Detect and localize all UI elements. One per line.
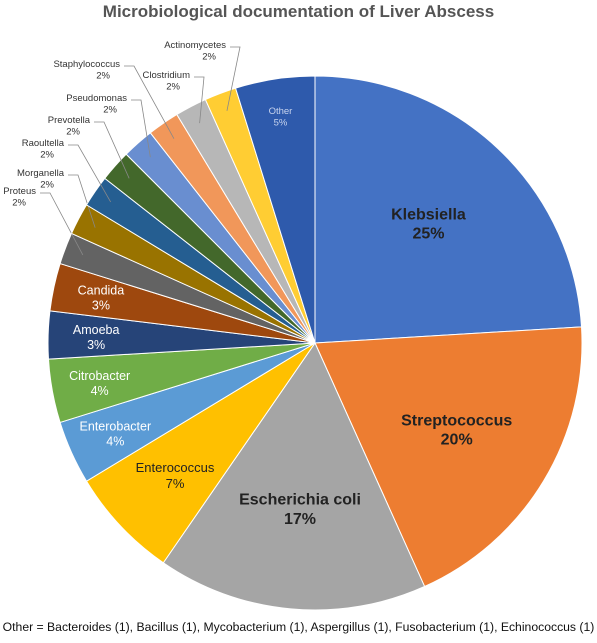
slice-label-other: Other 5% [269,106,293,128]
leader-line-staphylococcus [124,65,175,139]
pie-slice-other [234,75,316,344]
slice-label-klebsiella: Klebsiella 25% [391,206,466,242]
slice-label-pseudomonas: Pseudomonas 2% [66,93,127,115]
leader-line-proteus [40,192,84,256]
slice-label-amoeba: Amoeba 3% [73,323,120,352]
chart-title: Microbiological documentation of Liver A… [102,2,495,21]
leader-line-actinomycetes [226,46,241,111]
leader-line-morganella [68,174,96,228]
slice-label-citrobacter: Citrobacter 4% [69,369,130,398]
slice-label-enterococcus: Enterococcus 7% [136,460,215,491]
leader-line-prevotella [94,121,130,179]
slice-label-actinomycetes: Actinomycetes 2% [164,40,226,62]
leader-line-pseudomonas [131,99,151,158]
slice-label-escherichia-coli: Escherichia coli 17% [239,492,361,528]
pie-chart: Klebsiella 25% Streptococcus 20% Escherichia… [3,40,583,611]
pie-slice-streptococcus [314,326,583,588]
slice-label-enterobacter: Enterobacter 4% [80,419,152,448]
slice-label-prevotella: Prevotella 2% [48,115,91,137]
slice-label-staphylococcus: Staphylococcus 2% [53,59,120,81]
leader-line-raoultella [68,144,111,203]
slice-label-clostridium: Clostridium 2% [142,70,190,92]
slice-label-proteus: Proteus 2% [3,186,36,208]
slice-label-candida: Candida 3% [78,284,125,313]
slice-label-streptococcus: Streptococcus 20% [401,412,512,448]
leader-line-clostridium [194,76,205,124]
slice-label-raoultella: Raoultella 2% [22,138,65,160]
pie-slice-klebsiella [314,75,583,344]
pie-slice-enterococcus [85,342,316,564]
chart-footnote: Other = Bacteroides (1), Bacillus (1), M… [2,620,595,634]
slice-label-morganella: Morganella 2% [17,168,65,190]
pie-slice-escherichia-coli [162,341,426,611]
